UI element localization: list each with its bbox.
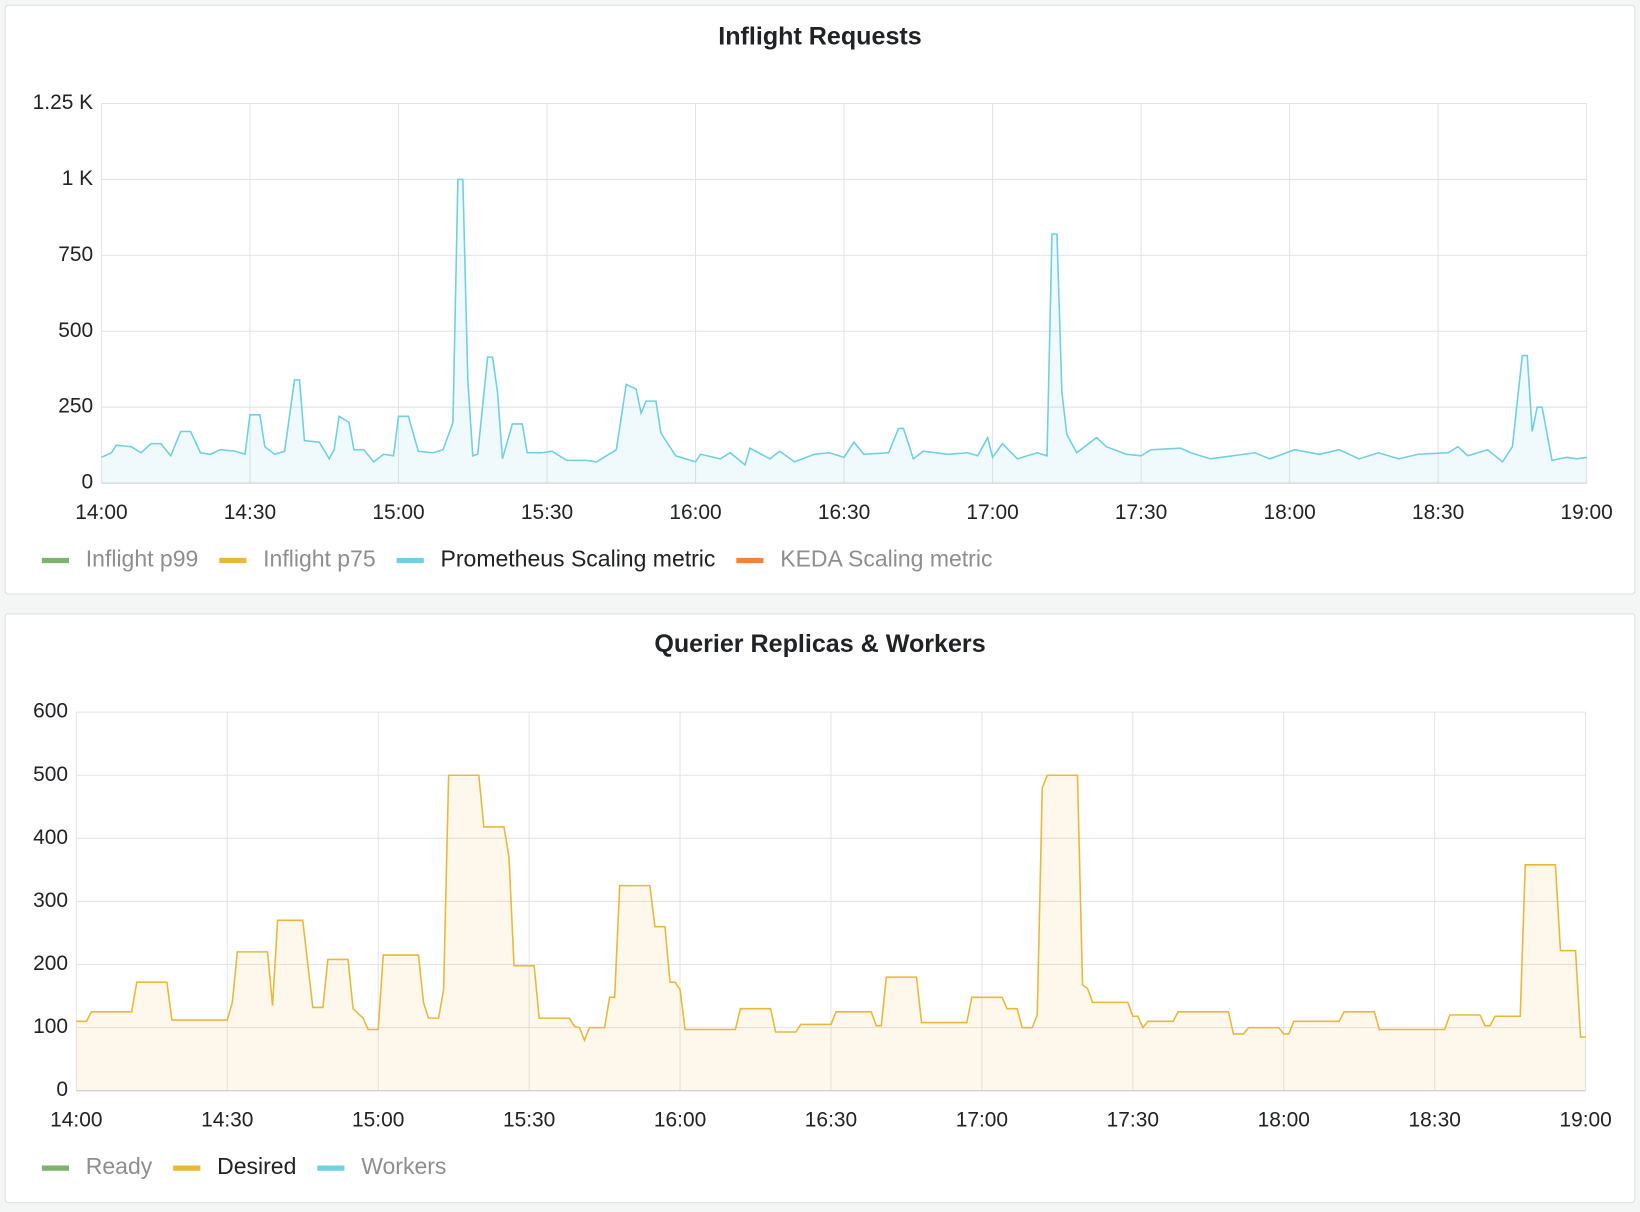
legend-label[interactable]: Inflight p99 [86,546,199,572]
x-tick-label: 14:30 [201,1109,253,1132]
series-area [101,179,1587,484]
y-tick-label: 500 [58,319,93,342]
legend-label[interactable]: Inflight p75 [263,546,376,572]
y-tick-label: 0 [81,471,93,494]
series-line [101,178,1587,467]
y-tick-label: 600 [33,700,68,723]
y-tick-label: 1.25 K [33,91,94,114]
x-tick-label: 17:00 [966,501,1018,524]
legend-label[interactable]: Workers [361,1153,446,1179]
panel [4,4,1636,595]
x-tick-label: 14:00 [75,501,127,524]
x-tick-label: 14:30 [224,501,276,524]
x-tick-label: 15:30 [503,1109,555,1132]
y-tick-label: 300 [33,889,68,912]
x-tick-label: 19:00 [1559,1109,1611,1132]
panel-title: Inflight Requests [718,22,921,50]
x-tick-label: 18:00 [1258,1109,1310,1132]
x-tick-label: 15:30 [521,501,573,524]
y-tick-label: 0 [56,1078,68,1101]
x-tick-label: 15:00 [352,1109,404,1132]
x-tick-label: 18:30 [1409,1109,1461,1132]
legend-label[interactable]: KEDA Scaling metric [780,546,992,572]
series-line [76,774,1586,1043]
y-tick-label: 400 [33,826,68,849]
y-tick-label: 200 [33,952,68,975]
x-tick-label: 17:00 [956,1109,1008,1132]
y-tick-label: 250 [58,395,93,418]
x-tick-label: 18:30 [1412,501,1464,524]
x-tick-label: 17:30 [1115,501,1167,524]
legend-label[interactable]: Desired [217,1153,296,1179]
x-tick-label: 16:00 [669,501,721,524]
legend-label[interactable]: Ready [86,1153,153,1179]
panel-title: Querier Replicas & Workers [654,630,985,658]
x-tick-label: 17:30 [1107,1109,1159,1132]
panel [4,613,1636,1204]
y-tick-label: 750 [58,243,93,266]
y-tick-label: 1 K [62,167,93,190]
y-tick-label: 100 [33,1015,68,1038]
y-tick-label: 500 [33,763,68,786]
x-tick-label: 16:30 [805,1109,857,1132]
legend-label[interactable]: Prometheus Scaling metric [441,546,716,572]
x-tick-label: 16:30 [818,501,870,524]
x-tick-label: 16:00 [654,1109,706,1132]
x-tick-label: 19:00 [1560,501,1612,524]
x-tick-label: 14:00 [50,1109,102,1132]
x-tick-label: 15:00 [372,501,424,524]
x-tick-label: 18:00 [1263,501,1315,524]
